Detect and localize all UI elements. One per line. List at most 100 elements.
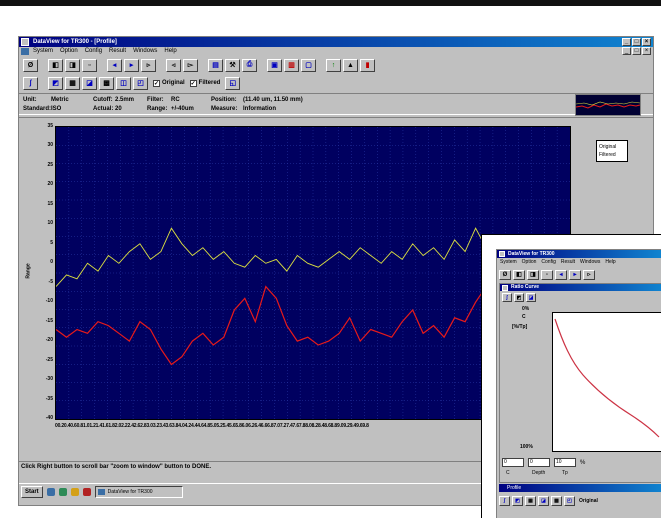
previous-icon[interactable]: ◃ — [166, 58, 181, 72]
menu-config[interactable]: Config — [84, 48, 103, 54]
browser-icon[interactable] — [58, 487, 67, 496]
measure-label: Measure: — [211, 106, 238, 112]
profile-window-title-bar[interactable]: Profile — [499, 484, 661, 492]
secondary-screenshot: DataView for TR300 System Option Config … — [481, 234, 661, 518]
original-checkbox-label: Original — [162, 80, 185, 86]
main-toolbar: Ø ◧ ◨ ▫ ◂ ▸ ▹ ◃ ▻ ▤ ⚒ ⎙ ▣ ▥ ▢ ↑ ▲ ▮ — [19, 57, 653, 73]
overlay-menu-option[interactable]: Option — [521, 259, 537, 265]
upload-icon[interactable]: ↑ — [326, 58, 341, 72]
chart-icon[interactable]: ◱ — [225, 76, 241, 90]
export-icon[interactable]: ▢ — [301, 58, 316, 72]
parameters-icon[interactable]: ▤ — [208, 58, 223, 72]
cutoff-value: 2.5mm — [115, 97, 135, 103]
menu-help[interactable]: Help — [164, 48, 177, 54]
y-tick-label: -30 — [45, 376, 53, 383]
exit-icon[interactable]: ▮ — [360, 58, 375, 72]
overlay-menu-result[interactable]: Result — [560, 259, 576, 265]
overlay-menu-help[interactable]: Help — [605, 259, 616, 265]
overlay-table-icon[interactable]: ▦ — [525, 495, 536, 506]
overlay-stop-icon[interactable]: ◨ — [527, 269, 539, 280]
save-icon[interactable]: ▣ — [267, 58, 282, 72]
overlay-open-icon[interactable]: Ø — [499, 269, 511, 280]
ratio-profile-icon[interactable]: ʃ — [502, 293, 512, 302]
grid-icon[interactable]: ▩ — [99, 76, 114, 90]
step-back-icon[interactable]: ◂ — [107, 58, 122, 72]
y-tick-label: -40 — [45, 415, 53, 421]
ratio-table-icon[interactable]: ◪ — [526, 293, 536, 302]
overlay-menu-config[interactable]: Config — [541, 259, 556, 265]
menu-option[interactable]: Option — [60, 48, 78, 54]
overlay-clear-icon[interactable]: ▫ — [541, 269, 553, 280]
overlay-step-back-icon[interactable]: ◂ — [555, 269, 567, 280]
filter-label: Filter: — [147, 97, 164, 103]
overlay-play-icon[interactable]: ▸ — [569, 269, 581, 280]
original-checkbox[interactable]: ✓ Original — [153, 79, 185, 87]
menu-system[interactable]: System — [33, 48, 54, 54]
filtered-checkbox[interactable]: ✓ Filtered — [189, 79, 220, 87]
measure-icon[interactable]: ◧ — [48, 58, 63, 72]
c-input[interactable]: 0 — [502, 458, 524, 467]
tp-input[interactable]: 10 — [554, 458, 576, 467]
overlay-curve-icon[interactable]: ◪ — [538, 495, 549, 506]
window-title: DataView for TR300 - [Profile] — [33, 39, 117, 45]
stop-icon[interactable]: ◨ — [65, 58, 80, 72]
folder-icon[interactable] — [70, 487, 79, 496]
table-icon[interactable]: ▦ — [65, 76, 80, 90]
open-icon[interactable]: Ø — [23, 58, 38, 72]
overlay-menu-system[interactable]: System — [500, 259, 517, 265]
record-icon[interactable]: ▥ — [284, 58, 299, 72]
overview-icon[interactable]: ◩ — [48, 76, 63, 90]
y-tick-label: -5 — [48, 278, 53, 285]
menu-windows[interactable]: Windows — [133, 48, 158, 54]
overlay-graph-icon[interactable]: ◰ — [564, 495, 575, 506]
tools-icon[interactable]: ⚒ — [225, 58, 240, 72]
child-minimize-button[interactable]: _ — [622, 47, 631, 55]
play-icon[interactable]: ▸ — [124, 58, 139, 72]
mail-icon[interactable] — [82, 487, 91, 496]
start-button[interactable]: Start — [21, 485, 43, 498]
x-axis-ticks: 00.20.40.60.81.01.21.41.61.82.02.22.42.6… — [55, 423, 369, 429]
step-icon[interactable]: ▹ — [141, 58, 156, 72]
print-icon[interactable]: ⎙ — [242, 58, 257, 72]
original-checkbox-box[interactable]: ✓ — [153, 79, 160, 87]
graph-icon[interactable]: ◰ — [133, 76, 148, 90]
ratio-curve-title-bar[interactable]: Ratio Curve — [500, 284, 661, 291]
clear-icon[interactable]: ▫ — [82, 58, 97, 72]
title-bar[interactable]: DataView for TR300 - [Profile] _ □ × — [19, 37, 653, 47]
y-tick-label: 5 — [50, 239, 53, 246]
taskbar-item-dataview[interactable]: DataView for TR300 — [94, 485, 183, 498]
minimize-button[interactable]: _ — [622, 38, 631, 46]
y-tick-label: 35 — [47, 123, 53, 129]
overlay-menu-windows[interactable]: Windows — [580, 259, 601, 265]
ratio-icon[interactable]: ◫ — [116, 76, 131, 90]
close-button[interactable]: × — [642, 38, 651, 46]
overlay-title-bar[interactable]: DataView for TR300 — [497, 250, 661, 258]
y-tick-label: -20 — [45, 337, 53, 344]
overlay-original-checkbox[interactable]: Original — [579, 497, 598, 504]
child-close-button[interactable]: × — [642, 47, 651, 55]
maximize-button[interactable]: □ — [632, 38, 641, 46]
desktop-icon[interactable] — [46, 487, 55, 496]
overlay-profile-icon[interactable]: ʃ — [499, 495, 510, 506]
ratio-graph-icon[interactable]: ◩ — [514, 293, 524, 302]
profile-thumbnail[interactable] — [575, 94, 641, 116]
ratio-c-label: C — [522, 314, 526, 320]
depth-input[interactable]: 0 — [528, 458, 550, 467]
ratio-curve-plot[interactable] — [552, 312, 661, 452]
depth-caption: Depth — [532, 470, 546, 476]
c-caption: C — [506, 470, 510, 476]
overlay-step-icon[interactable]: ▹ — [583, 269, 595, 280]
child-maximize-button[interactable]: □ — [632, 47, 641, 55]
curve-icon[interactable]: ◪ — [82, 76, 97, 90]
overlay-overview-icon[interactable]: ◩ — [512, 495, 523, 506]
menu-result[interactable]: Result — [109, 48, 127, 54]
next-icon[interactable]: ▻ — [183, 58, 198, 72]
overlay-measure-icon[interactable]: ◧ — [513, 269, 525, 280]
actual-label: Actual: — [93, 106, 114, 112]
overlay-grid-icon[interactable]: ▩ — [551, 495, 562, 506]
filtered-checkbox-box[interactable]: ✓ — [189, 79, 197, 87]
actual-value: 20 — [115, 106, 122, 112]
profile-icon[interactable]: ʃ — [23, 76, 38, 90]
ratio-inputs: 0 0 10 % — [502, 458, 585, 467]
zoom-up-icon[interactable]: ▲ — [343, 58, 358, 72]
